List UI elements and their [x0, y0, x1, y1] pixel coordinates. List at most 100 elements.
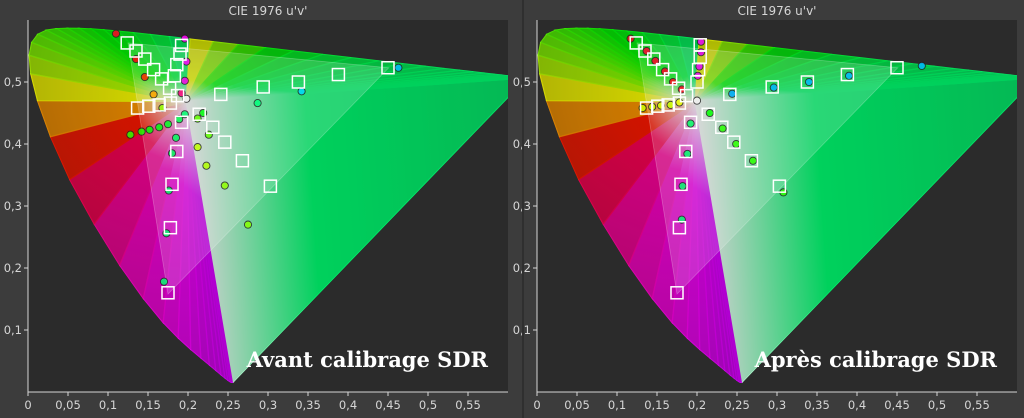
- target-point: [263, 179, 278, 193]
- target-point: [235, 153, 250, 168]
- measured-point: [243, 220, 253, 229]
- y-tick-label: 0,1: [4, 323, 22, 337]
- target-point: [679, 88, 694, 103]
- target-point: [192, 107, 206, 121]
- measured-point: [732, 139, 741, 149]
- x-tick-label: 0,5: [928, 398, 946, 412]
- y-tick-label: 0,3: [4, 199, 22, 213]
- target-point: [174, 115, 189, 130]
- target-point: [142, 99, 156, 113]
- target-point: [291, 75, 306, 89]
- measured-point: [748, 156, 758, 165]
- markers: [626, 34, 926, 300]
- chart-title: CIE 1976 u'v': [229, 4, 308, 18]
- measured-point: [769, 83, 778, 92]
- target-point: [161, 286, 175, 300]
- measured-point: [180, 76, 189, 85]
- target-point: [723, 87, 737, 102]
- measured-point: [167, 149, 177, 158]
- x-tick-label: 0,15: [644, 398, 670, 412]
- x-tick-label: 0,5: [419, 398, 437, 412]
- target-point: [744, 153, 759, 168]
- x-tick-label: 0: [533, 398, 540, 412]
- measured-point: [182, 94, 191, 103]
- x-tick-label: 0,1: [608, 398, 626, 412]
- measured-point: [253, 99, 262, 108]
- target-point: [174, 38, 189, 53]
- target-point: [672, 220, 687, 235]
- target-point: [170, 88, 185, 103]
- target-point: [800, 75, 815, 89]
- chromaticity-diagram: [28, 27, 508, 384]
- measured-point: [686, 119, 695, 128]
- target-point: [683, 115, 698, 130]
- measured-point: [678, 182, 687, 191]
- chart-title: CIE 1976 u'v': [738, 4, 817, 18]
- measured-point: [917, 61, 926, 70]
- measured-point: [844, 71, 854, 80]
- target-point: [170, 144, 184, 159]
- x-tick-label: 0,3: [259, 398, 277, 412]
- x-tick-label: 0,45: [884, 398, 910, 412]
- target-point: [663, 72, 678, 86]
- target-point: [890, 60, 904, 75]
- y-tick-label: 0,5: [513, 75, 531, 89]
- target-point: [163, 96, 178, 110]
- x-tick-label: 0,3: [768, 398, 786, 412]
- target-point: [690, 75, 704, 89]
- target-point: [629, 36, 643, 50]
- measured-point: [718, 124, 727, 133]
- y-tick-label: 0,1: [513, 323, 531, 337]
- measured-point: [297, 87, 306, 96]
- y-tick-label: 0,4: [513, 137, 531, 151]
- chart-panel-1: 0 0,05 0,1 0,15 0,2 0,25 0,3 0,35 0,4 0,45 0,5 0,55…: [4, 4, 508, 412]
- target-point: [170, 57, 184, 72]
- x-tick-label: 0: [24, 398, 31, 412]
- x-tick-label: 0,05: [55, 398, 81, 412]
- measured-point: [202, 161, 211, 170]
- x-tick-label: 0,2: [688, 398, 706, 412]
- x-tick-label: 0,25: [724, 398, 750, 412]
- x-tick-label: 0,15: [135, 398, 161, 412]
- target-point: [206, 120, 220, 135]
- calibration-label: Avant calibrage SDR: [246, 347, 489, 372]
- target-point: [130, 101, 145, 115]
- target-point: [670, 286, 684, 300]
- calibration-label: Après calibrage SDR: [754, 347, 998, 372]
- y-tick-label: 0,3: [513, 199, 531, 213]
- x-tick-label: 0,2: [179, 398, 197, 412]
- target-point: [218, 135, 232, 149]
- measured-point: [137, 127, 146, 136]
- measured-point: [171, 133, 181, 142]
- measured-point: [692, 96, 702, 105]
- target-point: [167, 69, 182, 83]
- measured-point: [193, 143, 202, 152]
- x-tick-label: 0,05: [564, 398, 590, 412]
- x-tick-label: 0,25: [215, 398, 241, 412]
- x-tick-label: 0,45: [375, 398, 401, 412]
- measured-point: [705, 108, 714, 118]
- target-point: [840, 67, 855, 82]
- y-tick-label: 0,4: [4, 137, 22, 151]
- gamut-triangle: [636, 42, 899, 295]
- measured-point: [728, 89, 737, 98]
- x-tick-label: 0,4: [339, 398, 357, 412]
- gamut-triangle: [127, 42, 390, 295]
- target-point: [765, 80, 779, 94]
- target-point: [138, 52, 152, 66]
- x-tick-label: 0,4: [848, 398, 866, 412]
- target-point: [639, 101, 654, 115]
- target-point: [727, 135, 741, 149]
- target-point: [152, 98, 166, 112]
- measured-point: [696, 48, 706, 57]
- target-point: [381, 60, 395, 75]
- target-point: [638, 44, 652, 58]
- target-point: [674, 177, 688, 192]
- target-point: [679, 144, 693, 159]
- measured-point: [675, 98, 684, 107]
- target-point: [256, 80, 270, 94]
- measured-point: [220, 181, 229, 190]
- target-point: [165, 177, 179, 192]
- measured-point: [111, 29, 121, 38]
- measured-point: [149, 90, 158, 99]
